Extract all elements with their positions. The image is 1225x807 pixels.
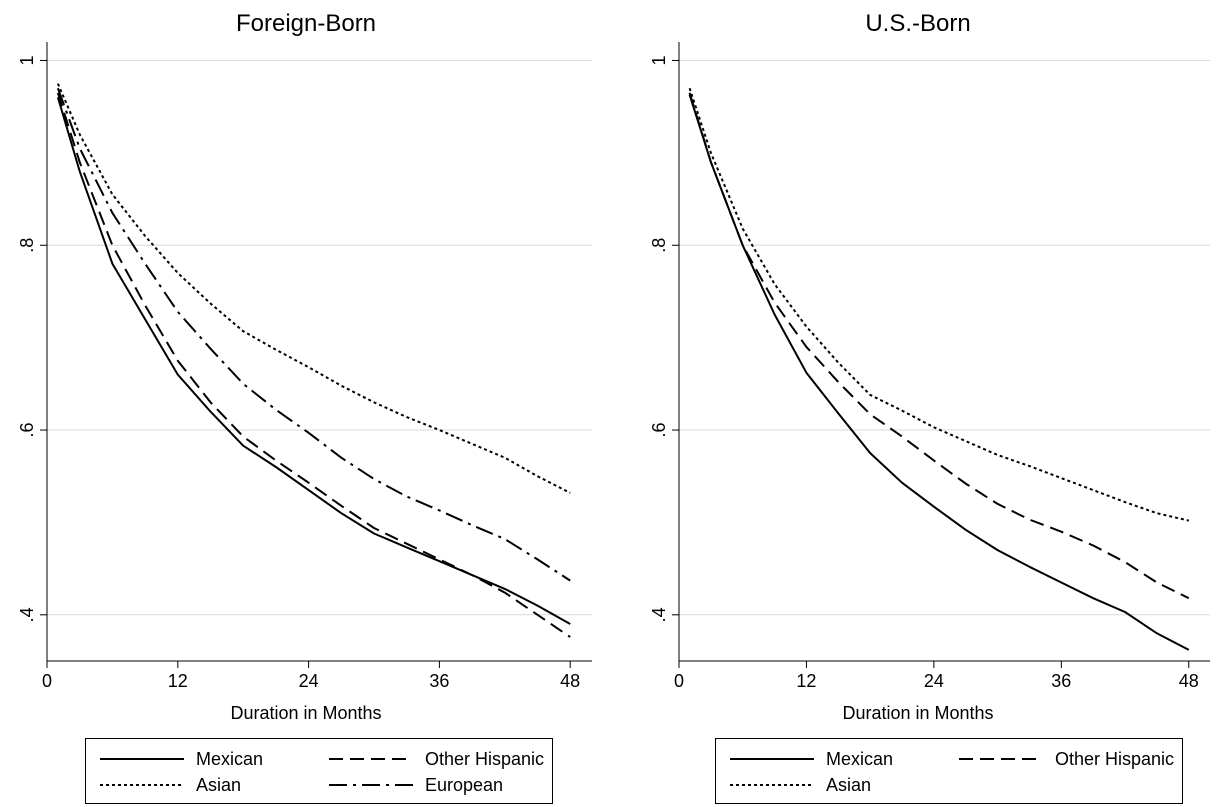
legend-swatch bbox=[959, 758, 1043, 760]
y-tick-label: .6 bbox=[17, 423, 37, 438]
series-line-asian bbox=[56, 83, 571, 494]
x-tick-label: 12 bbox=[168, 671, 188, 691]
legend-swatch bbox=[329, 784, 413, 786]
legend-swatch bbox=[730, 784, 814, 786]
series-line-other-hispanic bbox=[56, 92, 571, 638]
legend-item: Asian bbox=[100, 772, 241, 798]
x-tick-label: 36 bbox=[429, 671, 449, 691]
legend-item: European bbox=[329, 772, 503, 798]
legend-item: Mexican bbox=[100, 746, 263, 772]
legend-label: Mexican bbox=[196, 748, 264, 769]
legend: Mexican Other Hispanic Asian bbox=[715, 738, 1183, 804]
y-tick-label: 1 bbox=[649, 55, 669, 65]
x-tick-label: 0 bbox=[42, 671, 52, 691]
legend-label: Other Hispanic bbox=[425, 748, 545, 769]
series-line-mexican bbox=[56, 97, 571, 625]
chart-title: Foreign-Born bbox=[235, 10, 377, 37]
y-tick-label: .8 bbox=[649, 238, 669, 253]
series-line-other-hispanic bbox=[688, 92, 1190, 600]
y-tick-label: .6 bbox=[649, 423, 669, 438]
x-tick-label: 0 bbox=[674, 671, 684, 691]
legend-label: Mexican bbox=[826, 748, 894, 769]
x-axis-label: Duration in Months bbox=[230, 703, 382, 723]
legend-label: Asian bbox=[196, 774, 242, 795]
y-tick-label: .4 bbox=[17, 607, 37, 622]
series-line-european bbox=[56, 87, 571, 582]
x-tick-label: 24 bbox=[299, 671, 319, 691]
y-tick-label: 1 bbox=[17, 55, 37, 65]
x-tick-label: 12 bbox=[796, 671, 816, 691]
x-tick-label: 48 bbox=[1179, 671, 1199, 691]
legend-label: European bbox=[425, 774, 504, 795]
x-axis-label: Duration in Months bbox=[842, 703, 994, 723]
legend-item: Other Hispanic bbox=[959, 746, 1174, 772]
chart-title: U.S.-Born bbox=[865, 10, 971, 37]
x-tick-label: 48 bbox=[560, 671, 580, 691]
y-tick-label: .8 bbox=[17, 238, 37, 253]
legend-item: Mexican bbox=[730, 746, 893, 772]
legend-swatch bbox=[730, 758, 814, 760]
legend-swatch bbox=[329, 758, 413, 760]
legend-label: Asian bbox=[826, 774, 872, 795]
series-line-mexican bbox=[688, 94, 1190, 651]
legend-item: Asian bbox=[730, 772, 871, 798]
y-tick-label: .4 bbox=[649, 607, 669, 622]
series-line-asian bbox=[688, 87, 1190, 522]
legend-label: Other Hispanic bbox=[1055, 748, 1175, 769]
chart-panel-foreign-born: Foreign-Born .4 .6 .8 1 0 12 24 36 48 Duration i… bbox=[0, 0, 612, 807]
plot-area: .4 .6 .8 1 0 12 24 36 48 bbox=[17, 42, 592, 691]
legend-swatch bbox=[100, 758, 184, 760]
chart-panel-us-born: U.S.-Born .4 .6 .8 1 0 12 24 36 48 Duration in M… bbox=[612, 0, 1224, 807]
legend: Mexican Other Hispanic Asian European bbox=[85, 738, 553, 804]
x-tick-label: 36 bbox=[1051, 671, 1071, 691]
x-tick-label: 24 bbox=[924, 671, 944, 691]
legend-item: Other Hispanic bbox=[329, 746, 544, 772]
legend-swatch bbox=[100, 784, 184, 786]
plot-area: .4 .6 .8 1 0 12 24 36 48 bbox=[649, 42, 1210, 691]
